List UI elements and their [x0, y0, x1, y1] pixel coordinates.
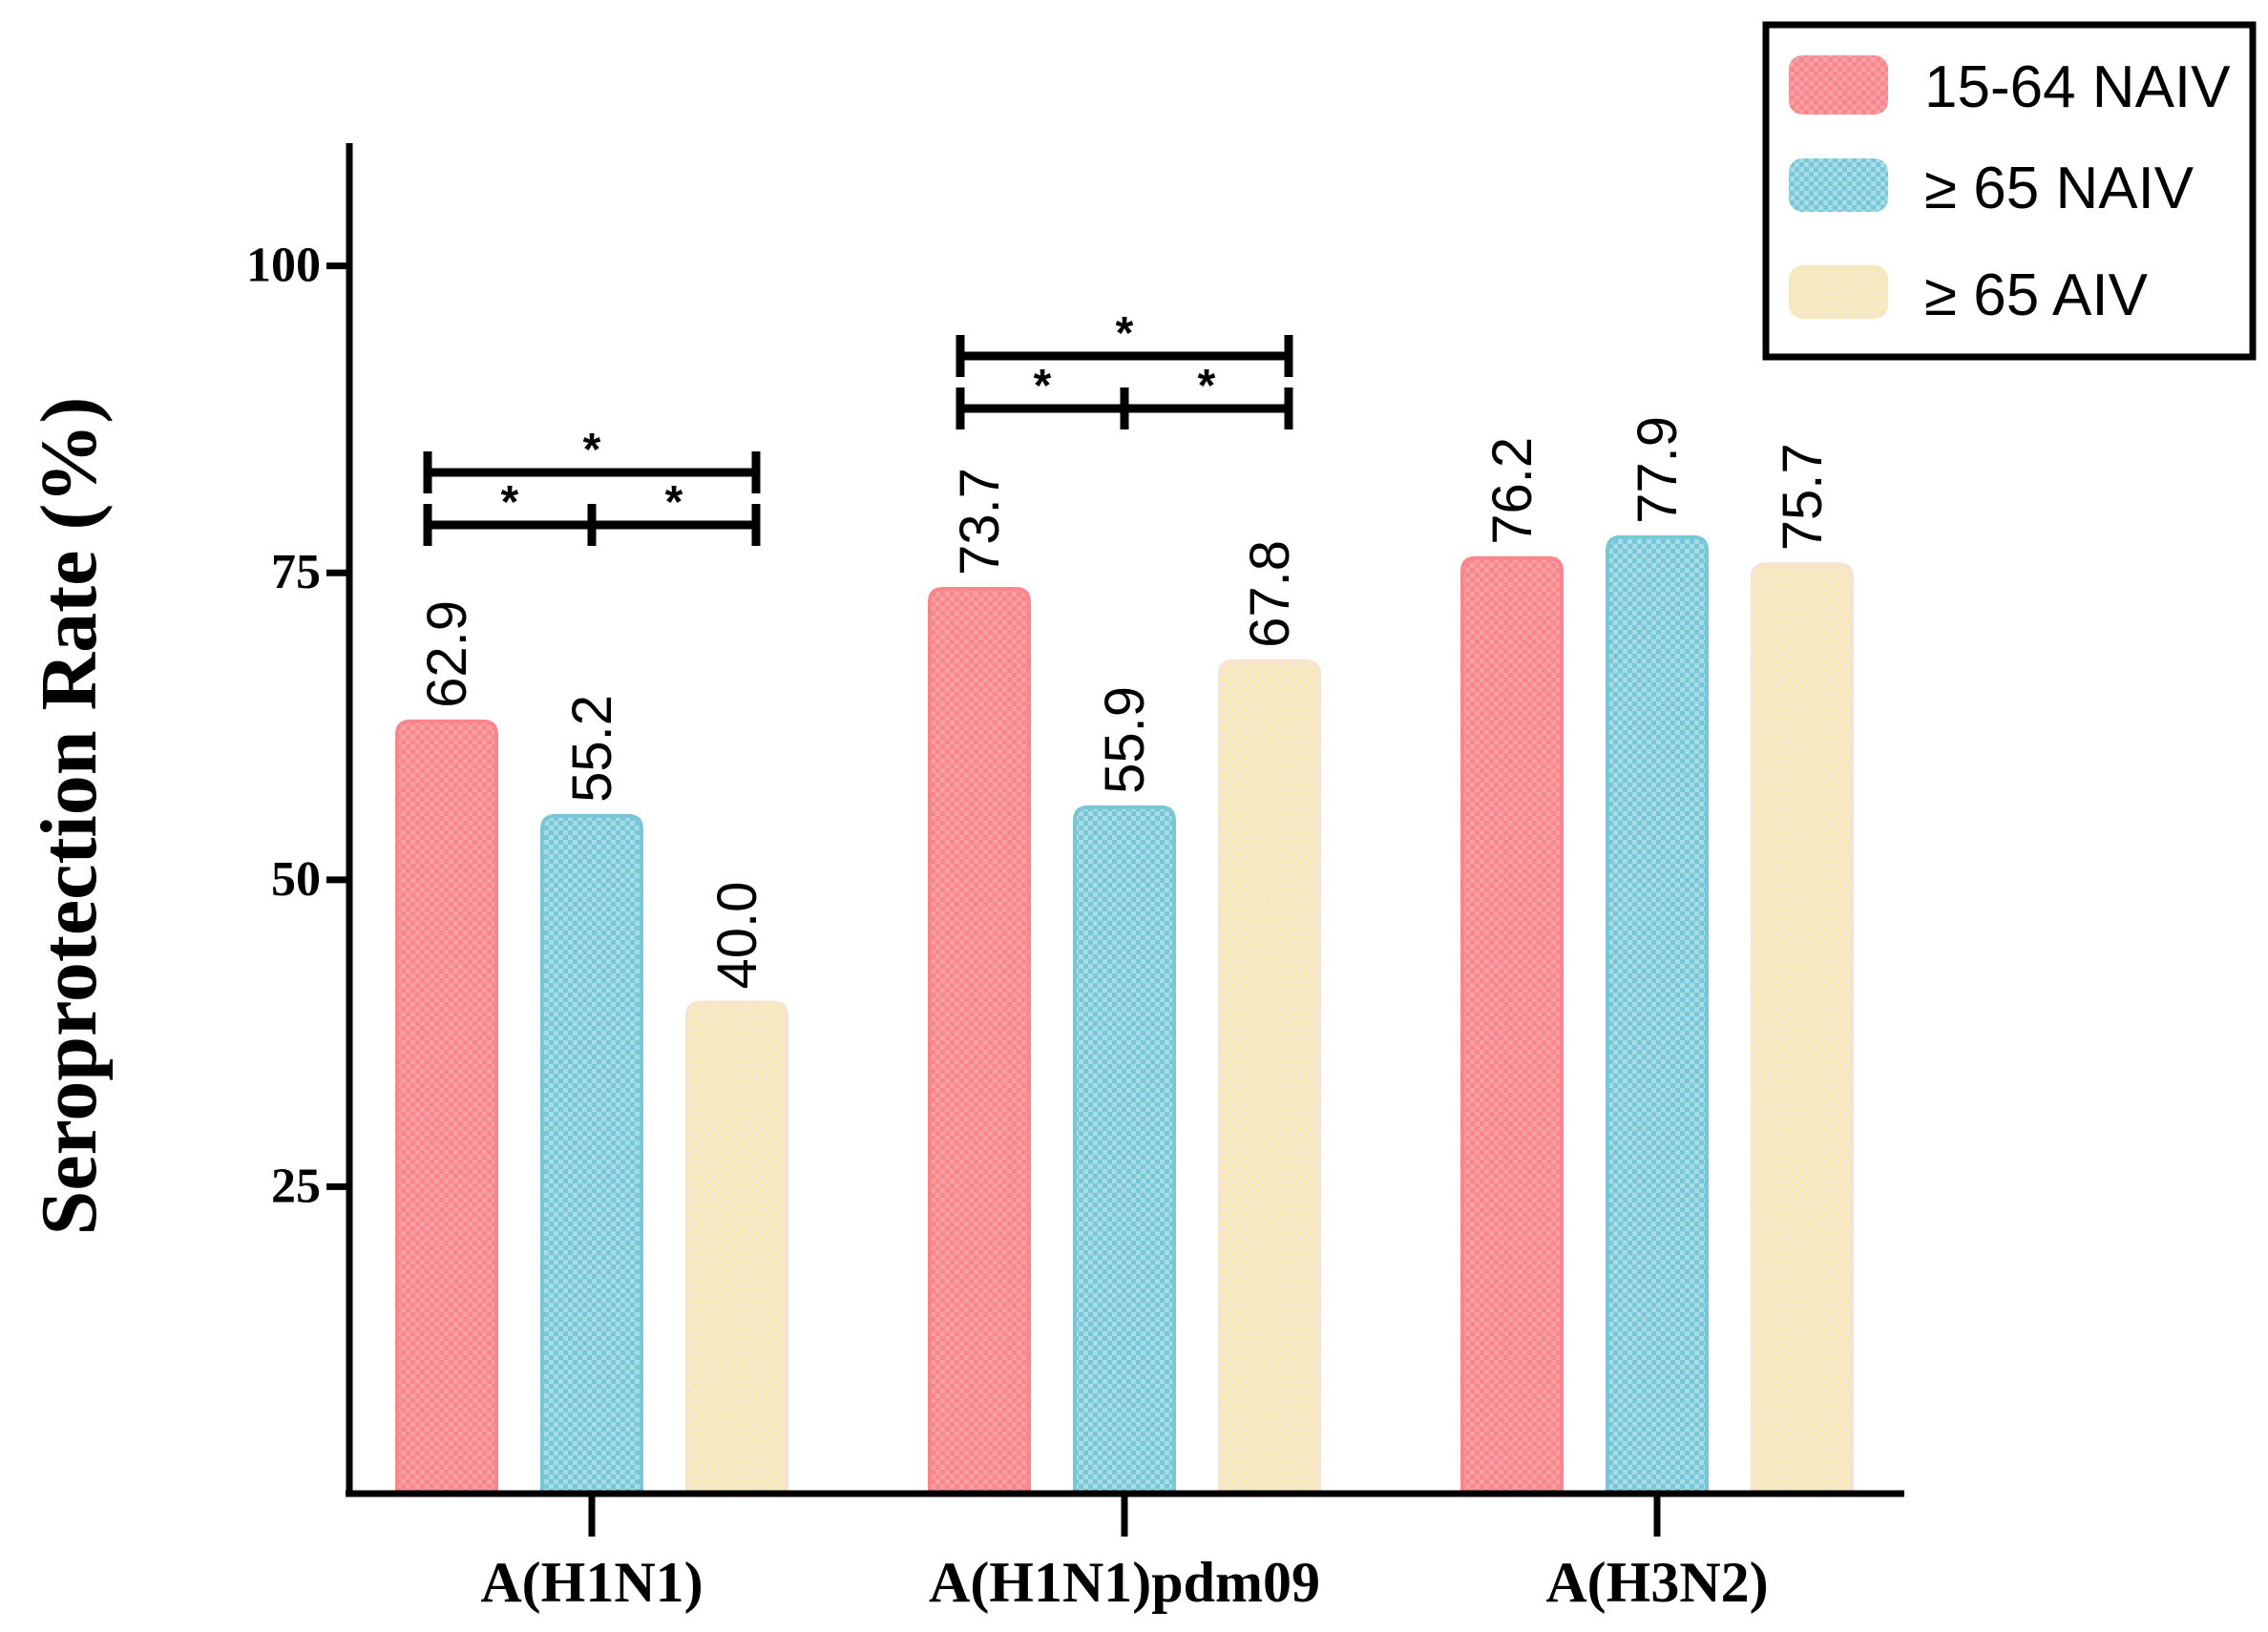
bar-65-aiv-group-1 [1218, 659, 1321, 1496]
value-label-65-aiv-group-2: 75.7 [1772, 443, 1834, 551]
legend-swatch-15-64-naiv [1789, 55, 1888, 115]
value-label-65-naiv-group-1: 55.9 [1094, 686, 1156, 794]
value-label-15-64-naiv-group-2: 76.2 [1481, 437, 1544, 545]
bar-15-64-naiv-group-0 [395, 719, 498, 1496]
y-tick-label-25: 25 [271, 1159, 321, 1213]
significance-star-0-2: * [665, 477, 683, 528]
legend: 15-64 NAIV ≥ 65 NAIV ≥ 65 AIV [1762, 21, 2257, 361]
y-axis-title: Seroprotection Rate (%) [25, 397, 114, 1236]
significance-star-0-0: * [583, 425, 601, 475]
value-label-65-naiv-group-0: 55.2 [561, 695, 623, 803]
legend-swatch-65-aiv [1789, 265, 1888, 319]
bar-15-64-naiv-group-1 [928, 586, 1031, 1496]
y-tick-label-100: 100 [246, 239, 321, 293]
significance-star-0-1: * [501, 477, 519, 528]
bar-15-64-naiv-group-2 [1460, 555, 1564, 1496]
value-label-15-64-naiv-group-0: 62.9 [416, 600, 478, 708]
legend-label-65-aiv: ≥ 65 AIV [1924, 262, 2149, 328]
x-category-label-1: A(H1N1)pdm09 [929, 1551, 1320, 1614]
significance-star-1-0: * [1116, 308, 1134, 359]
y-tick-label-50: 50 [271, 852, 321, 907]
x-category-label-2: A(H3N2) [1545, 1551, 1768, 1614]
value-label-15-64-naiv-group-1: 73.7 [949, 468, 1011, 575]
value-label-65-naiv-group-2: 77.9 [1627, 416, 1689, 524]
x-category-label-0: A(H1N1) [480, 1551, 703, 1614]
significance-star-1-1: * [1034, 361, 1052, 411]
bar-65-naiv-group-0 [540, 813, 643, 1496]
value-label-65-aiv-group-1: 67.8 [1239, 540, 1301, 648]
legend-label-15-64-naiv: 15-64 NAIV [1924, 54, 2231, 120]
legend-label-65-naiv: ≥ 65 NAIV [1924, 156, 2194, 221]
bar-65-naiv-group-2 [1606, 534, 1709, 1496]
y-tick-label-75: 75 [271, 545, 321, 599]
value-label-65-aiv-group-0: 40.0 [706, 882, 768, 990]
bar-65-aiv-group-2 [1751, 562, 1854, 1496]
significance-star-1-2: * [1198, 361, 1216, 411]
bar-65-naiv-group-1 [1073, 805, 1176, 1496]
bar-65-aiv-group-0 [685, 1000, 788, 1496]
legend-swatch-65-naiv [1789, 158, 1888, 212]
